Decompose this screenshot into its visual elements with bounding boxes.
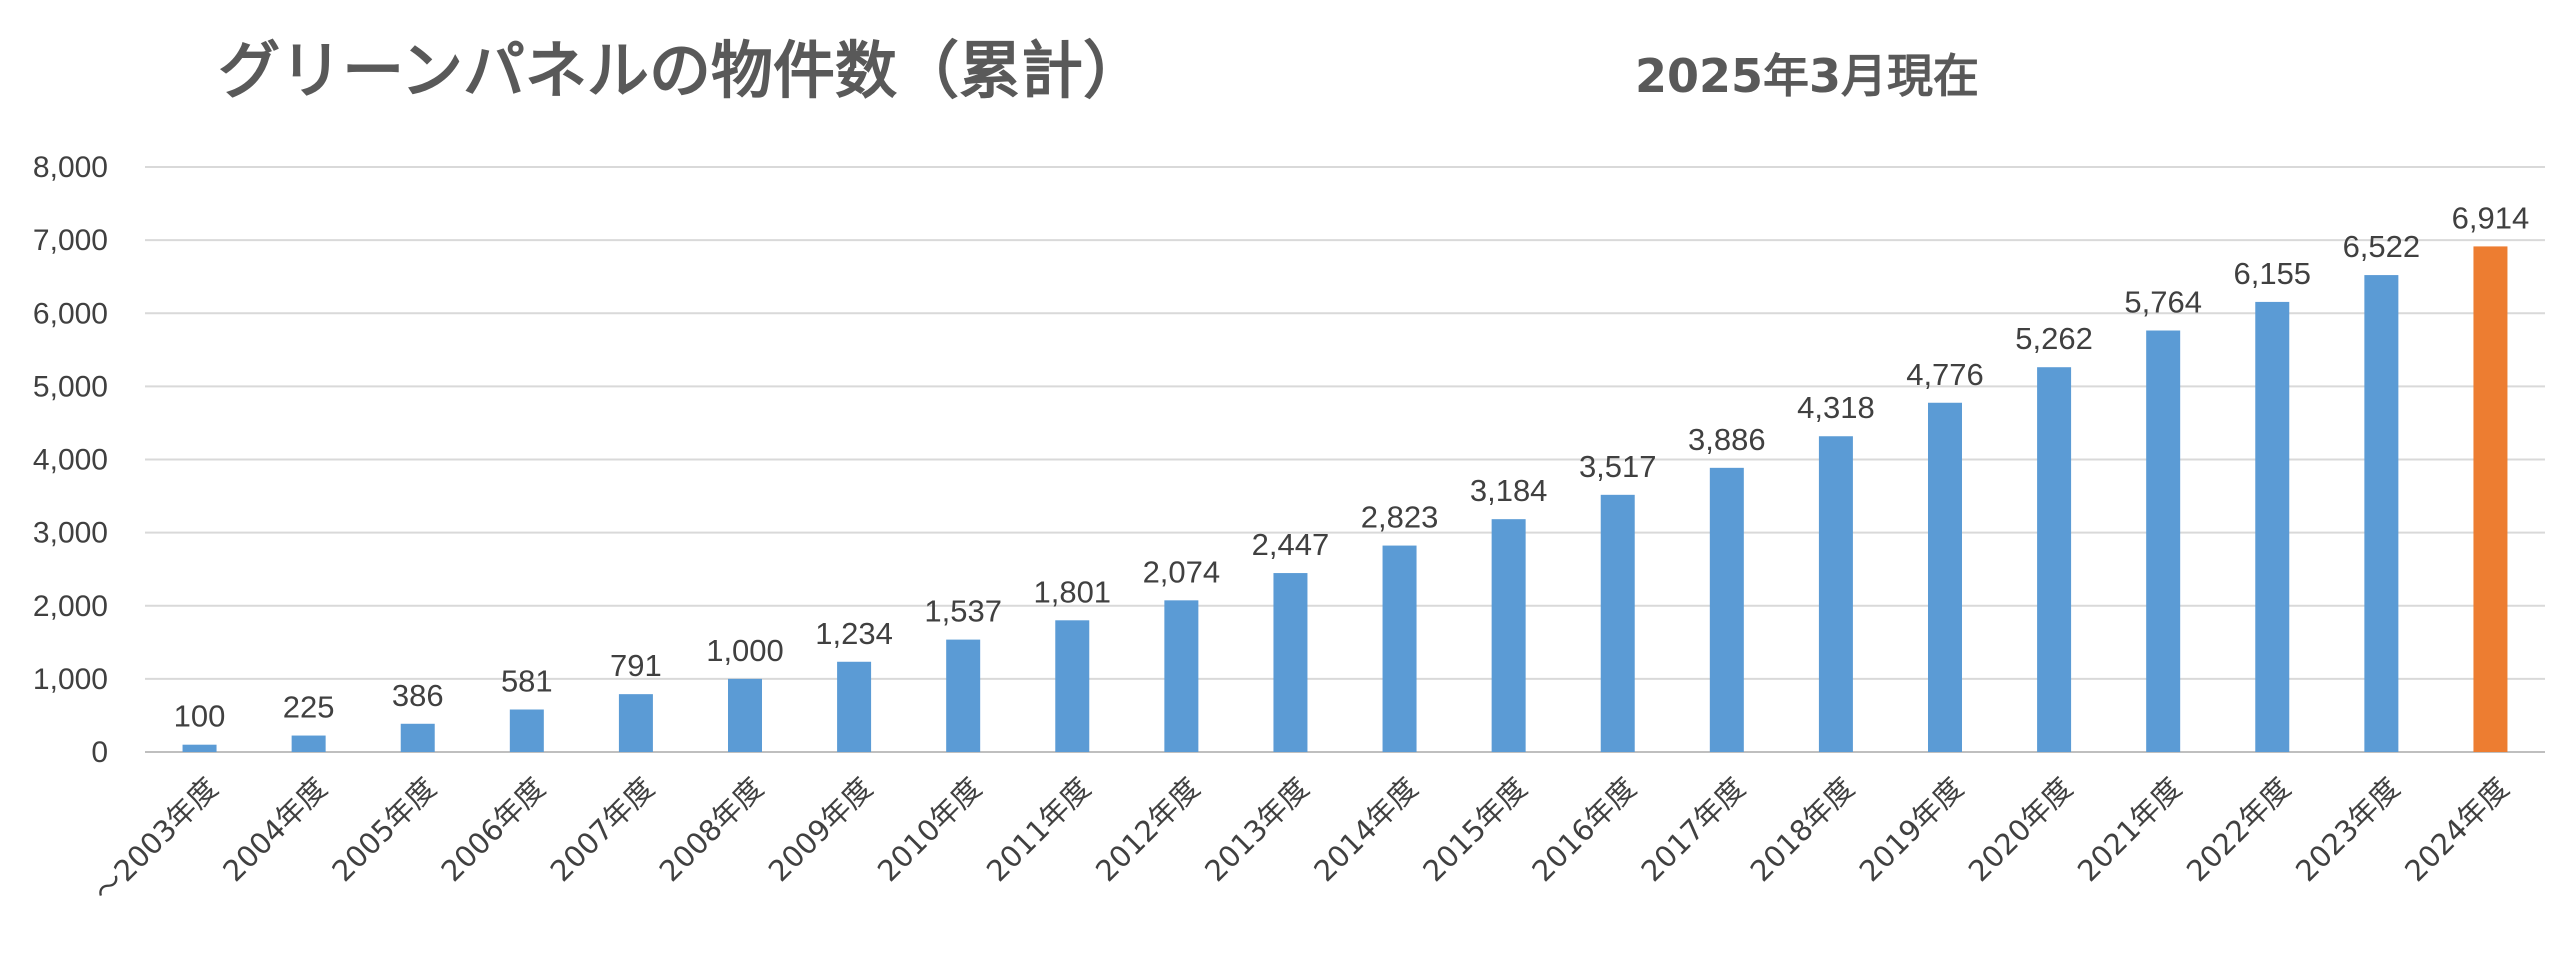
data-label-7: 1,537 (924, 594, 1002, 629)
bar-2 (400, 723, 435, 752)
bar-13 (1600, 494, 1635, 752)
data-label-11: 2,823 (1361, 500, 1439, 535)
bar-14 (1709, 467, 1744, 752)
category-label-7: 2010年度 (871, 771, 988, 888)
bar-16 (1928, 402, 1962, 752)
bar-21 (2473, 246, 2508, 752)
data-label-15: 4,318 (1797, 390, 1875, 425)
bar-0 (182, 744, 217, 752)
data-labels: 100 225 386 581 791 1,000 1,234 1,537 1,801 2,074… (174, 200, 2530, 733)
data-label-5: 1,000 (706, 633, 784, 668)
y-tick-label: 2,000 (33, 590, 108, 623)
chart-subtitle: 2025年3月現在 (1635, 49, 1979, 103)
bar-3 (509, 709, 544, 752)
data-label-4: 791 (610, 648, 662, 683)
data-label-3: 581 (501, 664, 553, 699)
category-label-18: 2021年度 (2071, 771, 2188, 888)
data-label-1: 225 (283, 690, 335, 725)
data-label-14: 3,886 (1688, 422, 1766, 457)
data-label-16: 4,776 (1906, 357, 1984, 392)
category-label-3: 2006年度 (435, 771, 552, 888)
category-label-10: 2013年度 (1198, 771, 1315, 888)
data-label-20: 6,522 (2343, 229, 2421, 264)
bar-1 (291, 735, 326, 752)
y-tick-label: 8,000 (33, 151, 108, 184)
y-tick-label: 6,000 (33, 297, 108, 330)
bar-19 (2255, 301, 2290, 752)
bar-12 (1491, 519, 1526, 752)
category-label-5: 2008年度 (653, 771, 770, 888)
data-label-12: 3,184 (1470, 473, 1548, 508)
bar-9 (1164, 600, 1199, 752)
category-label-11: 2014年度 (1307, 771, 1424, 888)
chart-title: グリーンパネルの物件数（累計） (218, 34, 1145, 107)
bar-4 (618, 694, 653, 752)
bar-7 (946, 639, 981, 752)
category-label-19: 2022年度 (2180, 771, 2297, 888)
bar-15 (1818, 436, 1853, 752)
y-tick-label: 4,000 (33, 444, 108, 477)
bar-8 (1055, 620, 1090, 752)
y-tick-label: 7,000 (33, 224, 108, 257)
data-label-13: 3,517 (1579, 449, 1657, 484)
category-label-12: 2015年度 (1416, 771, 1533, 888)
category-label-9: 2012年度 (1089, 771, 1206, 888)
category-label-1: 2004年度 (216, 771, 333, 888)
y-tick-label: 1,000 (33, 663, 108, 696)
bars (182, 246, 2508, 752)
category-label-13: 2016年度 (1525, 771, 1642, 888)
x-axis-category-labels: ～2003年度2004年度2005年度2006年度2007年度2008年度200… (87, 771, 2516, 909)
bar-11 (1382, 545, 1417, 752)
data-label-6: 1,234 (815, 616, 893, 651)
bar-5 (728, 678, 762, 752)
y-tick-label: 0 (91, 736, 108, 769)
data-label-17: 5,262 (2015, 321, 2093, 356)
data-label-9: 2,074 (1143, 554, 1221, 589)
category-label-0: ～2003年度 (87, 771, 225, 909)
data-label-2: 386 (392, 678, 444, 713)
category-label-20: 2023年度 (2289, 771, 2406, 888)
data-label-10: 2,447 (1252, 527, 1330, 562)
data-label-21: 6,914 (2452, 200, 2530, 235)
category-label-16: 2019年度 (1853, 771, 1970, 888)
bar-6 (837, 661, 872, 752)
bar-18 (2146, 330, 2181, 752)
category-label-14: 2017年度 (1635, 771, 1752, 888)
data-label-18: 5,764 (2124, 285, 2202, 320)
y-tick-label: 3,000 (33, 517, 108, 550)
category-label-8: 2011年度 (980, 771, 1097, 888)
category-label-15: 2018年度 (1744, 771, 1861, 888)
bar-17 (2037, 367, 2072, 752)
category-label-17: 2020年度 (1962, 771, 2079, 888)
data-label-0: 100 (174, 699, 226, 734)
bar-20 (2364, 275, 2399, 752)
y-axis-tick-labels: 0 1,000 2,000 3,000 4,000 5,000 6,000 7,000 8,00… (33, 151, 108, 769)
data-label-19: 6,155 (2233, 256, 2311, 291)
category-label-2: 2005年度 (325, 771, 442, 888)
data-label-8: 1,801 (1033, 574, 1111, 609)
gridlines (145, 166, 2545, 753)
category-label-4: 2007年度 (544, 771, 661, 888)
category-label-6: 2009年度 (762, 771, 879, 888)
bar-10 (1273, 573, 1308, 752)
category-label-21: 2024年度 (2398, 771, 2515, 888)
chart-title-group: グリーンパネルの物件数（累計） 2025年3月現在 (218, 34, 1979, 107)
y-tick-label: 5,000 (33, 370, 108, 403)
